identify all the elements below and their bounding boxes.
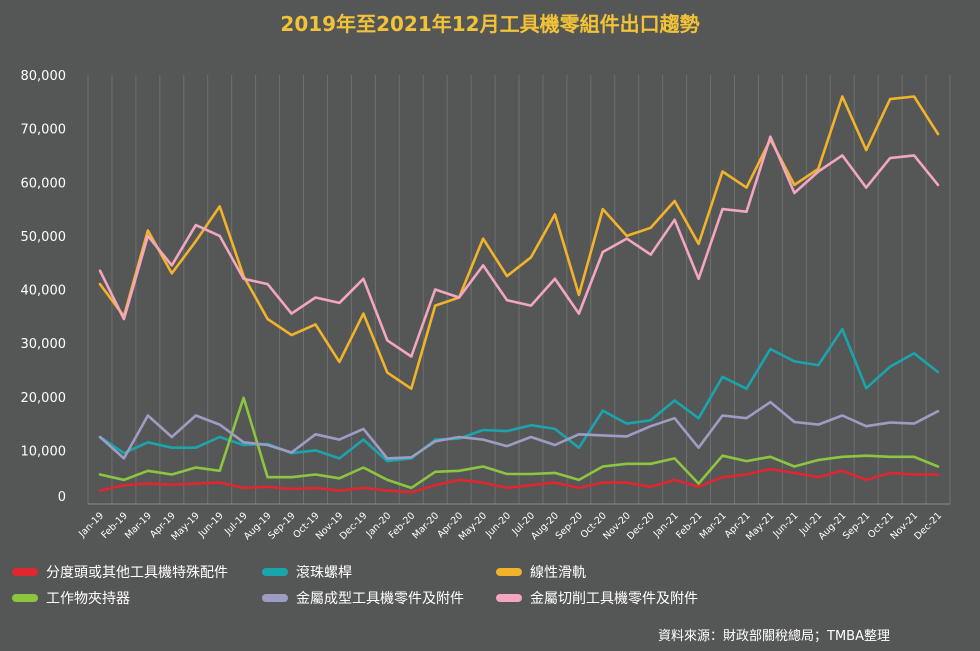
- x-tick-label: Mar-20: [410, 510, 441, 541]
- legend-swatch-5: [496, 594, 522, 602]
- x-tick-label: Jun-19: [196, 510, 226, 540]
- legend-label-2: 線性滑軌: [530, 565, 586, 581]
- chart-title: 2019年至2021年12月工具機零組件出口趨勢: [280, 12, 700, 36]
- series-line-1: [98, 327, 940, 463]
- y-tick-label: 80,000: [21, 69, 67, 84]
- series-line-4: [98, 400, 940, 460]
- series-line-3: [98, 396, 940, 490]
- legend-label-3: 工作物夾持器: [46, 591, 130, 607]
- legend-label-5: 金屬切削工具機零件及附件: [530, 591, 698, 607]
- legend-item-3: 工作物夾持器: [12, 588, 130, 608]
- x-axis: Jan-19Feb-19Mar-19Apr-19May-19Jun-19Jul-…: [76, 510, 944, 543]
- x-tick-label: Sep-21: [841, 510, 872, 541]
- x-tick-label: Sep-20: [554, 510, 585, 541]
- y-axis: 0 10,000 20,000 30,000 40,000 50,000 60,000 70,…: [21, 69, 67, 505]
- legend-swatch-0: [12, 568, 38, 576]
- legend-label-4: 金屬成型工具機零件及附件: [296, 591, 464, 607]
- legend-item-2: 線性滑軌: [496, 562, 586, 582]
- legend-label-0: 分度頭或其他工具機特殊配件: [46, 565, 228, 581]
- series-line-2: [98, 95, 940, 391]
- legend-item-5: 金屬切削工具機零件及附件: [496, 588, 698, 608]
- series-lines: [98, 95, 940, 494]
- source-note: 資料來源：財政部關稅總局；TMBA整理: [658, 629, 890, 644]
- x-tick-label: Sep-19: [266, 510, 297, 541]
- y-tick-label: 30,000: [21, 337, 67, 352]
- y-tick-label: 40,000: [21, 284, 67, 299]
- legend-item-1: 滾珠螺桿: [262, 562, 352, 582]
- legend-swatch-3: [12, 594, 38, 602]
- y-tick-label: 70,000: [21, 123, 67, 138]
- legend-swatch-1: [262, 568, 288, 576]
- legend-swatch-4: [262, 594, 288, 602]
- legend-swatch-2: [496, 568, 522, 576]
- y-tick-label: 0: [58, 490, 66, 505]
- x-tick-label: Mar-19: [123, 510, 154, 541]
- y-tick-label: 20,000: [21, 391, 67, 406]
- y-tick-label: 10,000: [21, 444, 67, 459]
- legend-item-4: 金屬成型工具機零件及附件: [262, 588, 464, 608]
- x-tick-label: Mar-21: [698, 510, 729, 541]
- x-tick-label: Jun-20: [483, 510, 513, 540]
- x-tick-label: Jun-21: [771, 510, 801, 540]
- series-line-5: [98, 135, 940, 358]
- legend-label-1: 滾珠螺桿: [296, 565, 352, 581]
- legend-item-0: 分度頭或其他工具機特殊配件: [12, 562, 228, 582]
- line-chart: 0 10,000 20,000 30,000 40,000 50,000 60,000 70,…: [21, 69, 951, 543]
- grid-lines: [87, 75, 951, 505]
- y-tick-label: 60,000: [21, 176, 67, 191]
- series-line-0: [98, 467, 940, 494]
- y-tick-label: 50,000: [21, 230, 67, 245]
